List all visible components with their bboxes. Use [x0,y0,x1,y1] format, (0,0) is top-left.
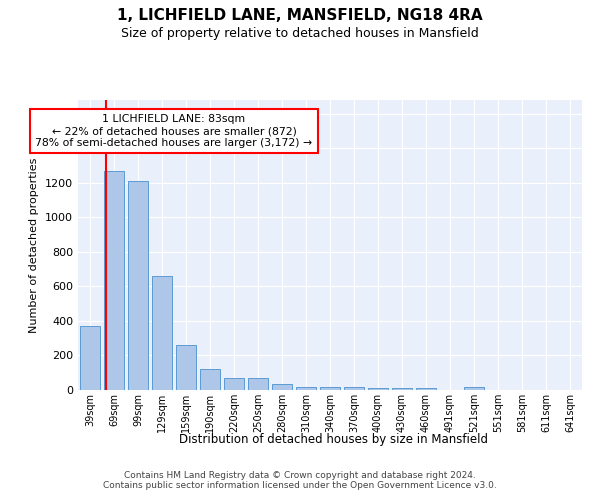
Text: Distribution of detached houses by size in Mansfield: Distribution of detached houses by size … [179,432,488,446]
Bar [320,388,340,390]
Bar [176,345,196,390]
Bar [464,388,484,390]
Bar [296,386,316,390]
Bar [104,171,124,390]
Bar [344,388,364,390]
Y-axis label: Number of detached properties: Number of detached properties [29,158,40,332]
Bar [152,276,172,390]
Bar [80,326,100,390]
Bar [368,388,388,390]
Bar [200,370,220,390]
Text: 1 LICHFIELD LANE: 83sqm
← 22% of detached houses are smaller (872)
78% of semi-d: 1 LICHFIELD LANE: 83sqm ← 22% of detache… [35,114,313,148]
Text: Contains HM Land Registry data © Crown copyright and database right 2024.
Contai: Contains HM Land Registry data © Crown c… [103,470,497,490]
Bar [248,378,268,390]
Bar [392,388,412,390]
Bar [128,181,148,390]
Text: Size of property relative to detached houses in Mansfield: Size of property relative to detached ho… [121,28,479,40]
Bar [224,378,244,390]
Text: 1, LICHFIELD LANE, MANSFIELD, NG18 4RA: 1, LICHFIELD LANE, MANSFIELD, NG18 4RA [117,8,483,22]
Bar [416,388,436,390]
Bar [272,384,292,390]
